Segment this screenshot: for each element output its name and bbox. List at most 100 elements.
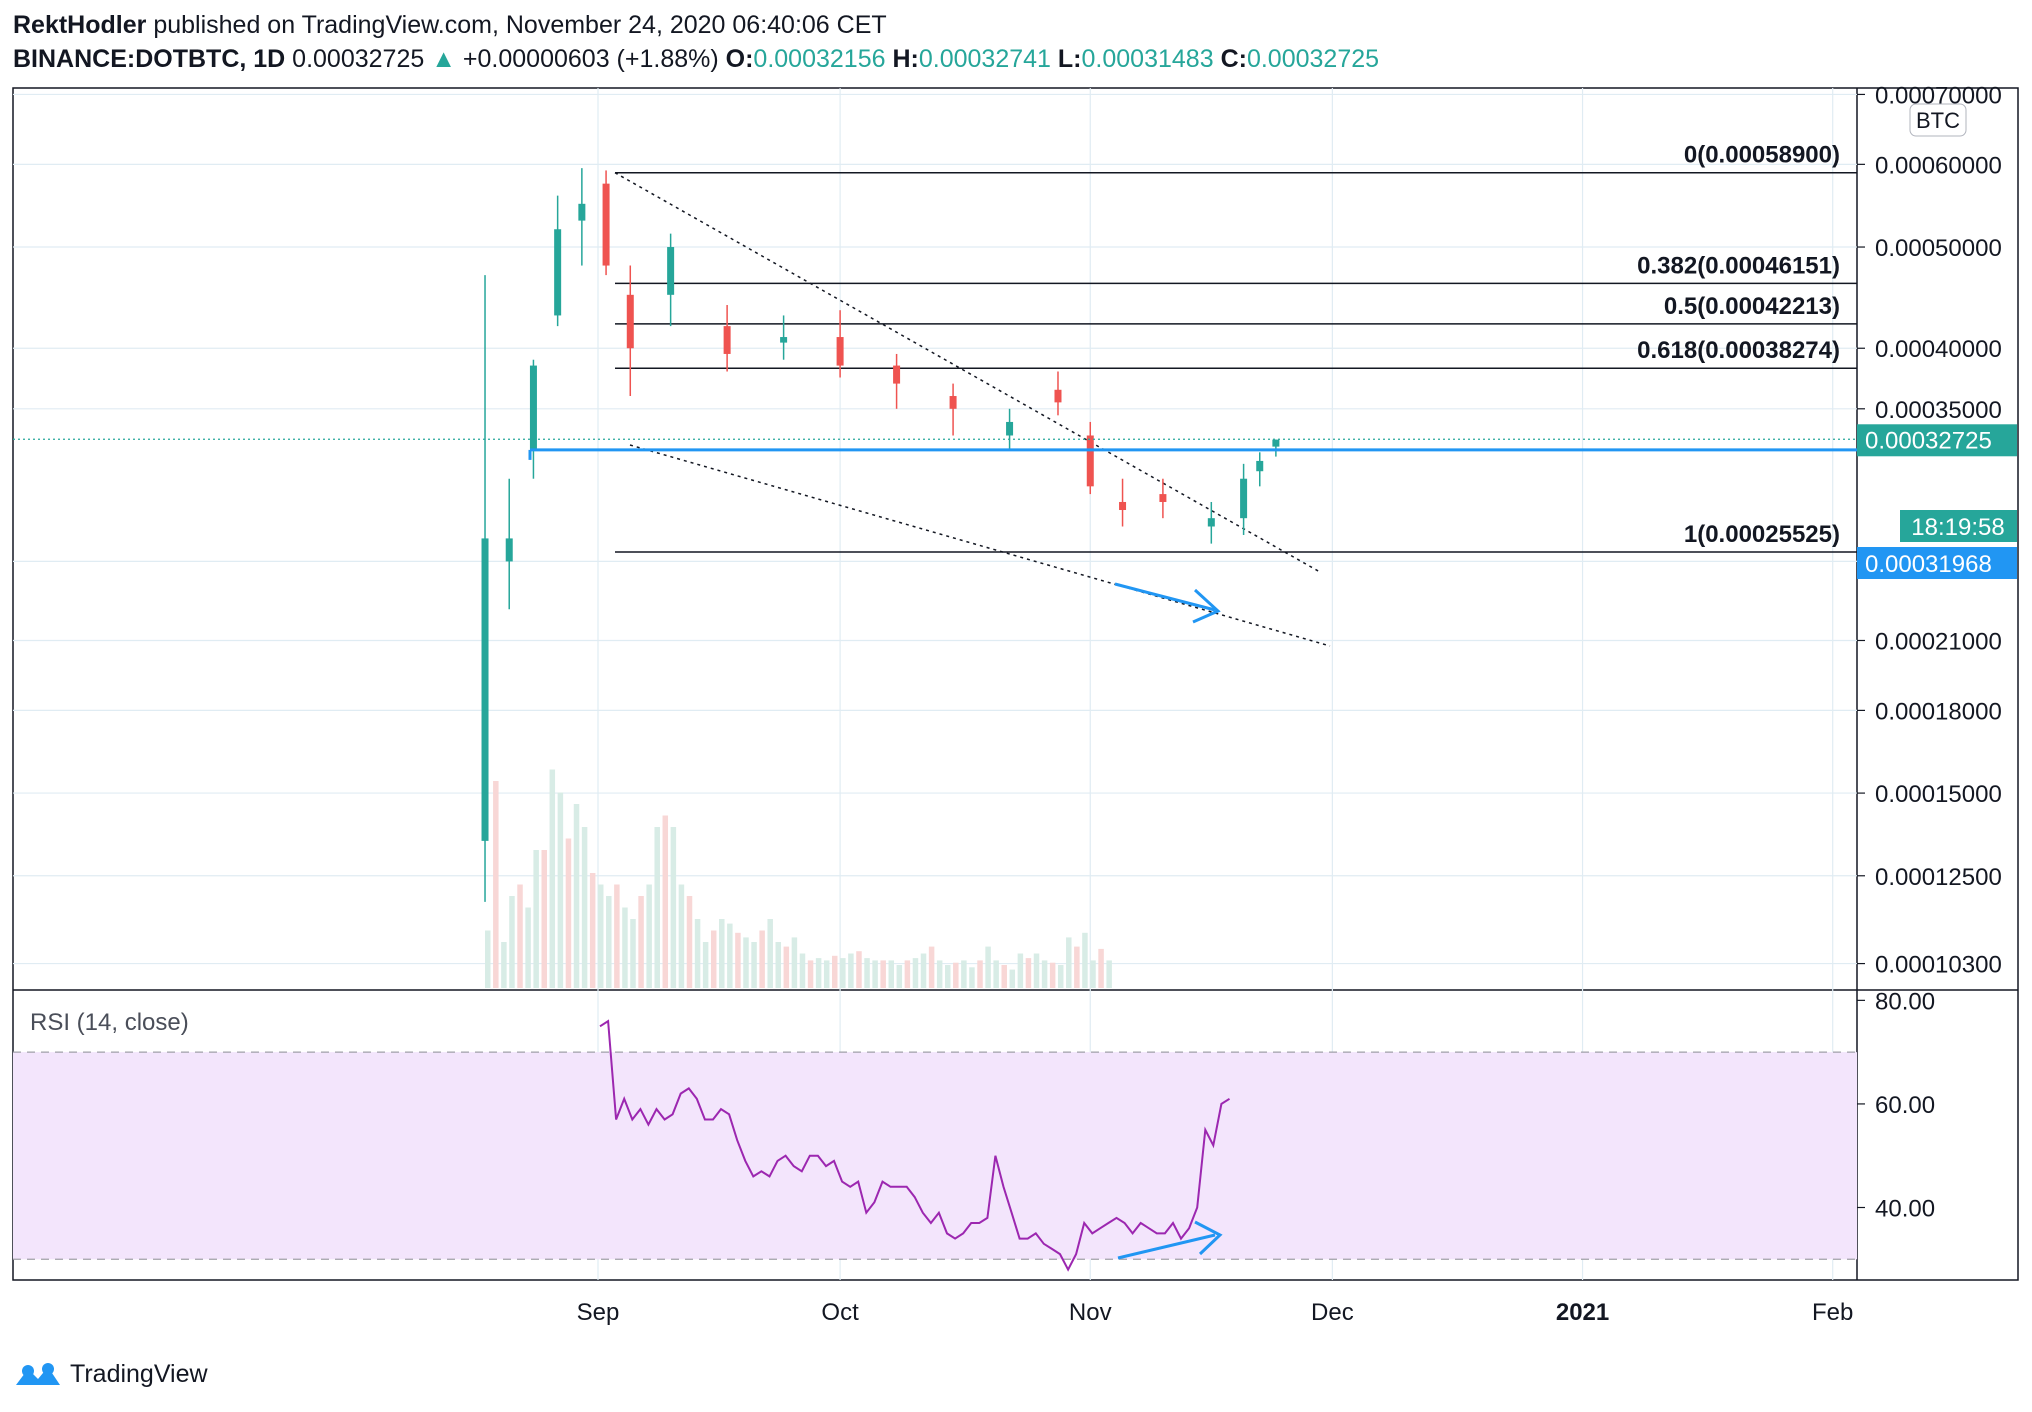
volume-bar bbox=[670, 827, 677, 988]
rsi-tick-label: 60.00 bbox=[1875, 1092, 1935, 1119]
volume-bar bbox=[961, 960, 967, 988]
candle-body[interactable] bbox=[481, 538, 489, 841]
wedge-upper-trendline bbox=[614, 172, 1321, 573]
author-name[interactable]: RektHodler bbox=[13, 11, 147, 39]
volume-bar bbox=[501, 942, 507, 988]
candle-body[interactable] bbox=[836, 337, 844, 366]
volume-bar bbox=[589, 873, 596, 988]
volume-bar bbox=[864, 958, 870, 988]
candle-body[interactable] bbox=[780, 337, 788, 343]
volume-bar bbox=[533, 850, 539, 988]
candle-body[interactable] bbox=[578, 203, 586, 221]
candle-body[interactable] bbox=[1119, 501, 1127, 511]
volume-bar bbox=[686, 896, 693, 988]
footer: TradingView bbox=[14, 1360, 208, 1389]
candle-body[interactable] bbox=[949, 396, 957, 409]
candle-body[interactable] bbox=[1159, 494, 1167, 502]
volume-bar bbox=[944, 965, 951, 988]
candle-body[interactable] bbox=[505, 538, 513, 562]
candle-body[interactable] bbox=[1054, 389, 1062, 403]
volume-bar bbox=[493, 781, 499, 988]
volume-bar bbox=[485, 930, 491, 988]
volume-bar bbox=[1074, 946, 1080, 988]
close-value: 0.00032725 bbox=[1246, 45, 1380, 73]
volume-bar bbox=[1041, 960, 1048, 988]
volume-bar bbox=[1025, 958, 1032, 988]
candle-body[interactable] bbox=[893, 365, 901, 384]
chart-header: RektHodler published on TradingView.com,… bbox=[13, 8, 1379, 76]
volume-bar bbox=[509, 896, 515, 988]
volume-bar bbox=[936, 960, 943, 988]
fib-level-label: 1(0.00025525) bbox=[1684, 521, 1840, 548]
candle-body[interactable] bbox=[723, 326, 731, 354]
open-label: O: bbox=[725, 45, 754, 73]
fib-level-label: 0.5(0.00042213) bbox=[1664, 293, 1840, 320]
volume-bar bbox=[565, 838, 572, 988]
volume-bar bbox=[1017, 953, 1024, 988]
footer-brand[interactable]: TradingView bbox=[70, 1360, 208, 1388]
low-label: L: bbox=[1057, 45, 1082, 73]
x-tick-label: Sep bbox=[577, 1299, 620, 1326]
fib-level-label: 0.618(0.00038274) bbox=[1637, 337, 1840, 364]
volume-bar bbox=[832, 955, 838, 988]
y-tick-label: 0.00015000 bbox=[1875, 781, 2002, 808]
currency-badge[interactable] bbox=[1909, 103, 1967, 137]
volume-bar bbox=[678, 884, 685, 988]
volume-bar bbox=[815, 958, 822, 988]
volume-bar bbox=[953, 962, 959, 988]
change-up-icon: ▲ bbox=[431, 45, 456, 73]
volume-bar bbox=[759, 930, 765, 988]
candle-body[interactable] bbox=[1006, 421, 1014, 436]
volume-bar bbox=[888, 960, 894, 988]
volume-bar bbox=[1082, 932, 1088, 988]
volume-bar bbox=[1049, 962, 1056, 988]
volume-bar bbox=[630, 919, 636, 988]
candle-body[interactable] bbox=[1240, 478, 1248, 519]
volume-bar bbox=[912, 958, 919, 988]
symbol-line: BINANCE:DOTBTC, 1D 0.00032725 ▲ +0.00000… bbox=[13, 42, 1379, 76]
volume-bar bbox=[751, 942, 757, 988]
high-label: H: bbox=[892, 45, 919, 73]
volume-bar bbox=[880, 960, 886, 988]
volume-bar bbox=[541, 850, 547, 988]
fib-level-label: 0.382(0.00046151) bbox=[1637, 252, 1840, 279]
candle-body[interactable] bbox=[529, 365, 537, 450]
candle-body[interactable] bbox=[1256, 460, 1264, 472]
volume-bar bbox=[783, 946, 790, 988]
low-value: 0.00031483 bbox=[1081, 45, 1214, 73]
volume-bar bbox=[823, 960, 830, 988]
volume-bar bbox=[710, 930, 717, 988]
volume-bar bbox=[848, 953, 854, 988]
volume-bar bbox=[735, 932, 741, 988]
tradingview-logo-icon[interactable] bbox=[14, 1361, 62, 1389]
candle-body[interactable] bbox=[626, 294, 634, 349]
candle-body[interactable] bbox=[602, 183, 610, 266]
symbol-name[interactable]: BINANCE:DOTBTC, 1D bbox=[13, 45, 286, 73]
y-tick-label: 0.00060000 bbox=[1875, 152, 2002, 179]
countdown-label: 18:19:58 bbox=[1911, 514, 2004, 541]
candle-body[interactable] bbox=[1207, 518, 1215, 527]
candle-body[interactable] bbox=[1086, 435, 1094, 487]
volume-bar bbox=[1106, 960, 1112, 988]
volume-bar bbox=[573, 804, 580, 988]
volume-bar bbox=[597, 884, 604, 988]
rsi-line[interactable] bbox=[599, 1019, 1231, 1272]
rsi-band bbox=[13, 1052, 1857, 1260]
last-price-badge bbox=[1857, 424, 2017, 457]
volume-bar bbox=[662, 815, 669, 988]
price-divergence-arrow bbox=[1114, 582, 1216, 612]
y-tick-label: 0.00010300 bbox=[1875, 952, 2002, 979]
countdown-badge bbox=[1900, 510, 2017, 542]
volume-bar bbox=[767, 919, 773, 988]
volume-bar bbox=[872, 960, 878, 988]
volume-bar bbox=[1009, 969, 1016, 988]
candle-body[interactable] bbox=[554, 229, 562, 316]
volume-bar bbox=[928, 946, 935, 988]
x-tick-label: Feb bbox=[1812, 1299, 1853, 1326]
candle-body[interactable] bbox=[667, 247, 675, 295]
candle-body[interactable] bbox=[1272, 439, 1280, 447]
volume-bar bbox=[557, 792, 564, 988]
volume-bar bbox=[904, 960, 911, 988]
rsi-tick-label: 80.00 bbox=[1875, 988, 1935, 1015]
